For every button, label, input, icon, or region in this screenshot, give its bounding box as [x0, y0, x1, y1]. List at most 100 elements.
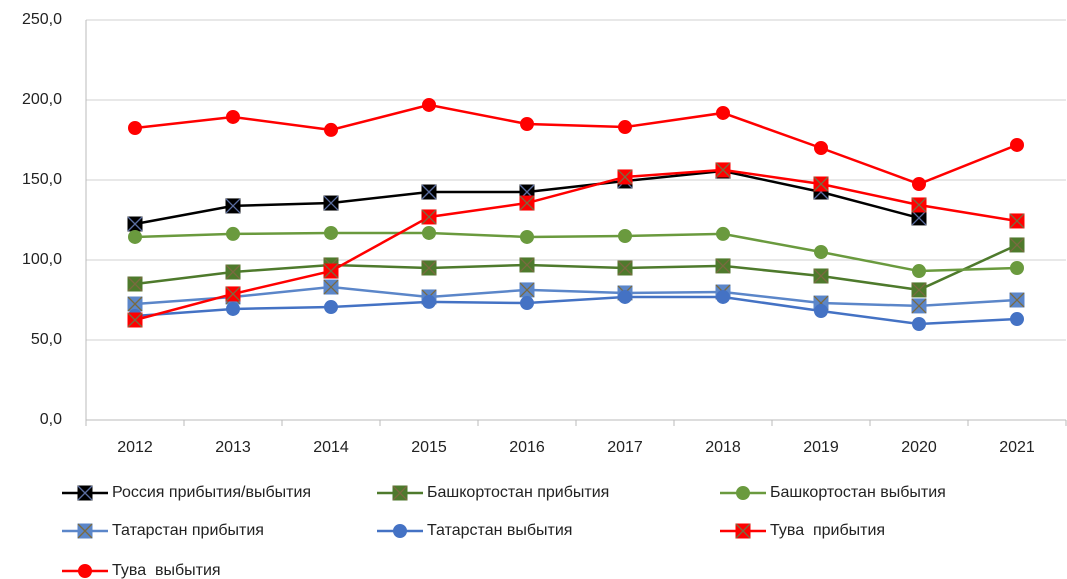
- legend-entry: Татарстан выбытия: [377, 522, 572, 539]
- y-tick-label: 250,0: [22, 11, 62, 28]
- x-tick-label: 2019: [803, 439, 839, 456]
- x-tick-label: 2020: [901, 439, 937, 456]
- marker-circle: [520, 117, 534, 131]
- marker-circle: [1010, 312, 1024, 327]
- marker: [1010, 137, 1024, 152]
- marker-circle: [422, 294, 436, 309]
- marker-x: [421, 260, 437, 276]
- marker: [716, 289, 730, 304]
- marker: [323, 263, 339, 279]
- marker-circle: [520, 296, 534, 311]
- marker: [520, 229, 534, 244]
- marker: [226, 226, 240, 241]
- marker: [422, 294, 436, 309]
- marker-circle: [520, 229, 534, 244]
- marker: [520, 117, 534, 131]
- marker: [1010, 261, 1024, 275]
- marker: [715, 258, 731, 274]
- x-tick-label: 2018: [705, 439, 741, 456]
- marker: [618, 229, 632, 243]
- legend-entry: Башкортостан прибытия: [377, 484, 609, 501]
- marker-x: [813, 268, 829, 284]
- marker: [618, 289, 632, 304]
- marker: [323, 279, 339, 295]
- marker-x: [735, 523, 751, 539]
- marker: [422, 97, 436, 112]
- series-line: [134, 295, 1018, 326]
- marker-x: [519, 282, 535, 298]
- marker: [519, 195, 535, 211]
- marker-x: [911, 298, 927, 314]
- marker: [127, 216, 143, 232]
- marker: [226, 109, 240, 124]
- marker: [225, 198, 241, 214]
- marker-x: [1009, 292, 1025, 308]
- marker-x: [519, 195, 535, 211]
- marker: [77, 523, 93, 539]
- marker: [323, 195, 339, 211]
- marker-circle: [736, 486, 750, 500]
- marker: [618, 120, 632, 135]
- marker-x: [127, 312, 143, 328]
- marker: [617, 169, 633, 185]
- marker-circle: [814, 304, 828, 319]
- marker-circle: [814, 141, 828, 155]
- marker: [735, 523, 751, 539]
- marker: [422, 225, 436, 240]
- marker: [225, 286, 241, 302]
- marker: [911, 197, 927, 213]
- marker-x: [392, 485, 408, 501]
- marker: [911, 210, 927, 226]
- marker-circle: [618, 289, 632, 304]
- marker-circle: [716, 289, 730, 304]
- marker-x: [421, 209, 437, 225]
- y-tick-label: 200,0: [22, 91, 62, 108]
- marker-circle: [324, 122, 338, 137]
- marker-circle: [912, 317, 926, 331]
- legend-label: Башкортостан выбытия: [770, 484, 946, 501]
- marker-circle: [324, 225, 338, 240]
- marker-circle: [78, 564, 92, 578]
- series-line: [134, 243, 1018, 292]
- x-tick-label: 2013: [215, 439, 251, 456]
- legend-label: Россия прибытия/выбытия: [112, 484, 311, 501]
- legend-entry: Россия прибытия/выбытия: [62, 484, 311, 501]
- marker-x: [1009, 237, 1025, 253]
- marker: [225, 264, 241, 280]
- marker-circle: [912, 264, 926, 279]
- x-tick-label: 2016: [509, 439, 545, 456]
- marker-x: [225, 286, 241, 302]
- legend-label: Татарстан выбытия: [427, 522, 572, 539]
- marker-circle: [716, 105, 730, 120]
- marker: [813, 176, 829, 192]
- marker-x: [225, 198, 241, 214]
- y-tick-label: 50,0: [31, 331, 62, 348]
- legend-entry: Татарстан прибытия: [62, 522, 264, 539]
- marker-circle: [814, 245, 828, 259]
- y-tick-label: 100,0: [22, 251, 62, 268]
- marker-circle: [422, 97, 436, 112]
- marker: [127, 296, 143, 312]
- marker-circle: [128, 121, 142, 135]
- marker: [716, 105, 730, 120]
- marker-x: [617, 169, 633, 185]
- y-tick-label: 0,0: [40, 411, 62, 428]
- marker: [736, 486, 750, 500]
- series-line: [134, 231, 1018, 273]
- marker-x: [421, 184, 437, 200]
- marker: [1009, 213, 1025, 229]
- marker: [1009, 237, 1025, 253]
- x-tick-label: 2012: [117, 439, 153, 456]
- series-line: [134, 285, 1018, 308]
- marker: [78, 564, 92, 578]
- marker-x: [323, 263, 339, 279]
- marker: [77, 485, 93, 501]
- marker-circle: [226, 226, 240, 241]
- x-tick-label: 2015: [411, 439, 447, 456]
- marker: [912, 177, 926, 191]
- x-tick-label: 2021: [999, 439, 1035, 456]
- legend-entry: Башкортостан выбытия: [720, 484, 946, 501]
- marker-x: [715, 258, 731, 274]
- marker-circle: [128, 229, 142, 244]
- legend-label: Татарстан прибытия: [112, 522, 264, 539]
